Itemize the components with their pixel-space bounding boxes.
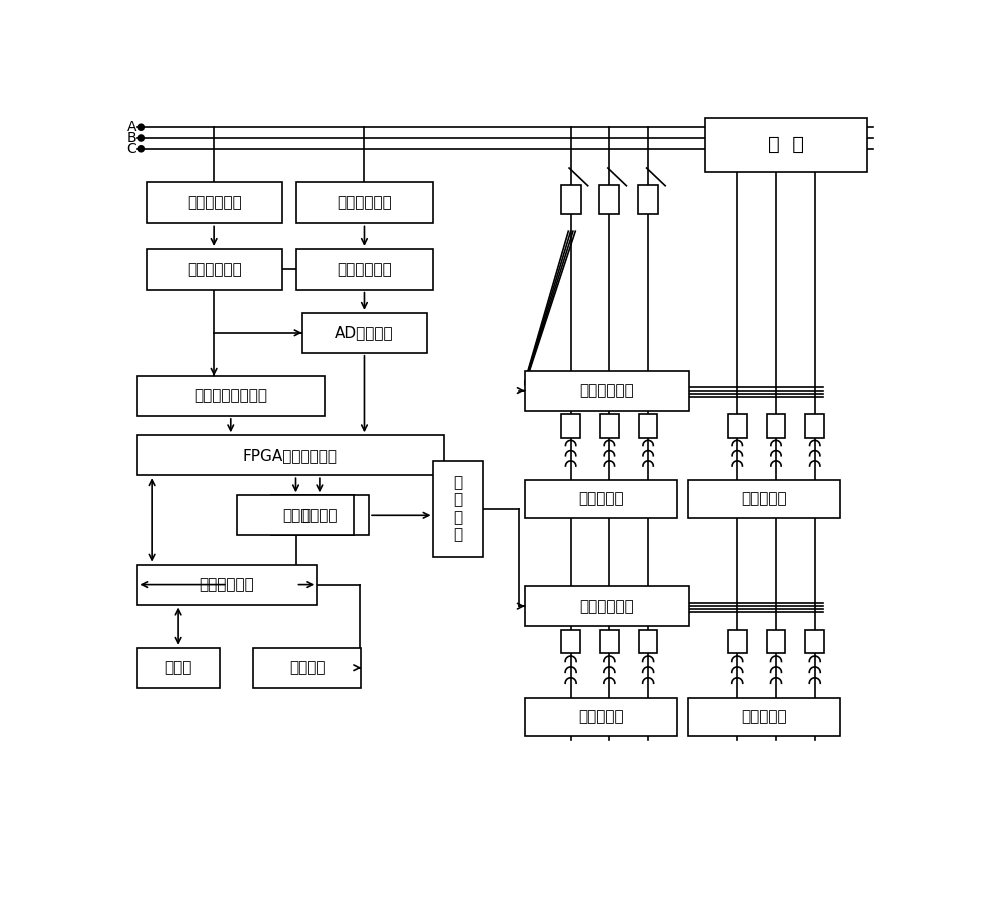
Text: FPGA中央处理电路: FPGA中央处理电路 xyxy=(243,448,338,463)
Text: 电流检测电路: 电流检测电路 xyxy=(337,195,392,210)
Text: B: B xyxy=(126,131,136,145)
Bar xyxy=(599,185,619,214)
Text: 第四电容器: 第四电容器 xyxy=(741,709,786,724)
Text: 无线通信电路: 无线通信电路 xyxy=(200,577,254,592)
Bar xyxy=(767,414,785,437)
Bar xyxy=(805,630,824,653)
Circle shape xyxy=(138,124,144,130)
Text: 功率因数测量电路: 功率因数测量电路 xyxy=(194,389,267,403)
Bar xyxy=(137,376,325,416)
Bar xyxy=(728,630,747,653)
Bar xyxy=(296,182,433,223)
Bar xyxy=(561,630,580,653)
Bar xyxy=(638,185,658,214)
Text: 用户终端: 用户终端 xyxy=(289,660,325,675)
Bar xyxy=(253,648,361,687)
Text: 第一电容器: 第一电容器 xyxy=(578,492,624,506)
Bar xyxy=(302,312,427,353)
Bar xyxy=(600,630,619,653)
Text: 电流滤波电路: 电流滤波电路 xyxy=(337,262,392,277)
Bar xyxy=(600,414,619,437)
Bar xyxy=(705,118,867,172)
Bar xyxy=(728,414,747,437)
Bar xyxy=(147,249,282,289)
Circle shape xyxy=(138,146,144,152)
Bar xyxy=(271,495,369,536)
Bar xyxy=(137,436,444,475)
Bar xyxy=(525,586,689,626)
Text: 第一选相开关: 第一选相开关 xyxy=(580,383,634,398)
Text: AD转换电路: AD转换电路 xyxy=(335,325,394,340)
Text: 负  载: 负 载 xyxy=(768,135,804,154)
Text: 存储器: 存储器 xyxy=(282,508,309,523)
Text: 电压滤波电路: 电压滤波电路 xyxy=(187,262,242,277)
Text: 上位机: 上位机 xyxy=(164,660,192,675)
Text: A: A xyxy=(126,120,136,134)
Text: 驱
动
电
路: 驱 动 电 路 xyxy=(454,475,463,542)
Bar xyxy=(147,182,282,223)
Bar xyxy=(137,564,317,605)
Bar xyxy=(525,698,677,736)
Bar xyxy=(688,480,840,518)
Text: 第三电容器: 第三电容器 xyxy=(578,709,624,724)
Bar xyxy=(525,480,677,518)
Bar xyxy=(639,414,657,437)
Bar xyxy=(767,630,785,653)
Bar xyxy=(433,460,483,557)
Bar xyxy=(137,648,220,687)
Bar xyxy=(688,698,840,736)
Bar xyxy=(296,249,433,289)
Circle shape xyxy=(138,135,144,142)
Bar xyxy=(639,630,657,653)
Text: C: C xyxy=(126,142,136,156)
Text: 第二电容器: 第二电容器 xyxy=(741,492,786,506)
Text: 投切信号: 投切信号 xyxy=(302,508,338,523)
Text: 电压检测电路: 电压检测电路 xyxy=(187,195,242,210)
Bar xyxy=(561,185,581,214)
Bar xyxy=(805,414,824,437)
Bar xyxy=(561,414,580,437)
Text: 第二选相开关: 第二选相开关 xyxy=(580,598,634,614)
Bar xyxy=(237,495,354,536)
Bar xyxy=(525,370,689,411)
